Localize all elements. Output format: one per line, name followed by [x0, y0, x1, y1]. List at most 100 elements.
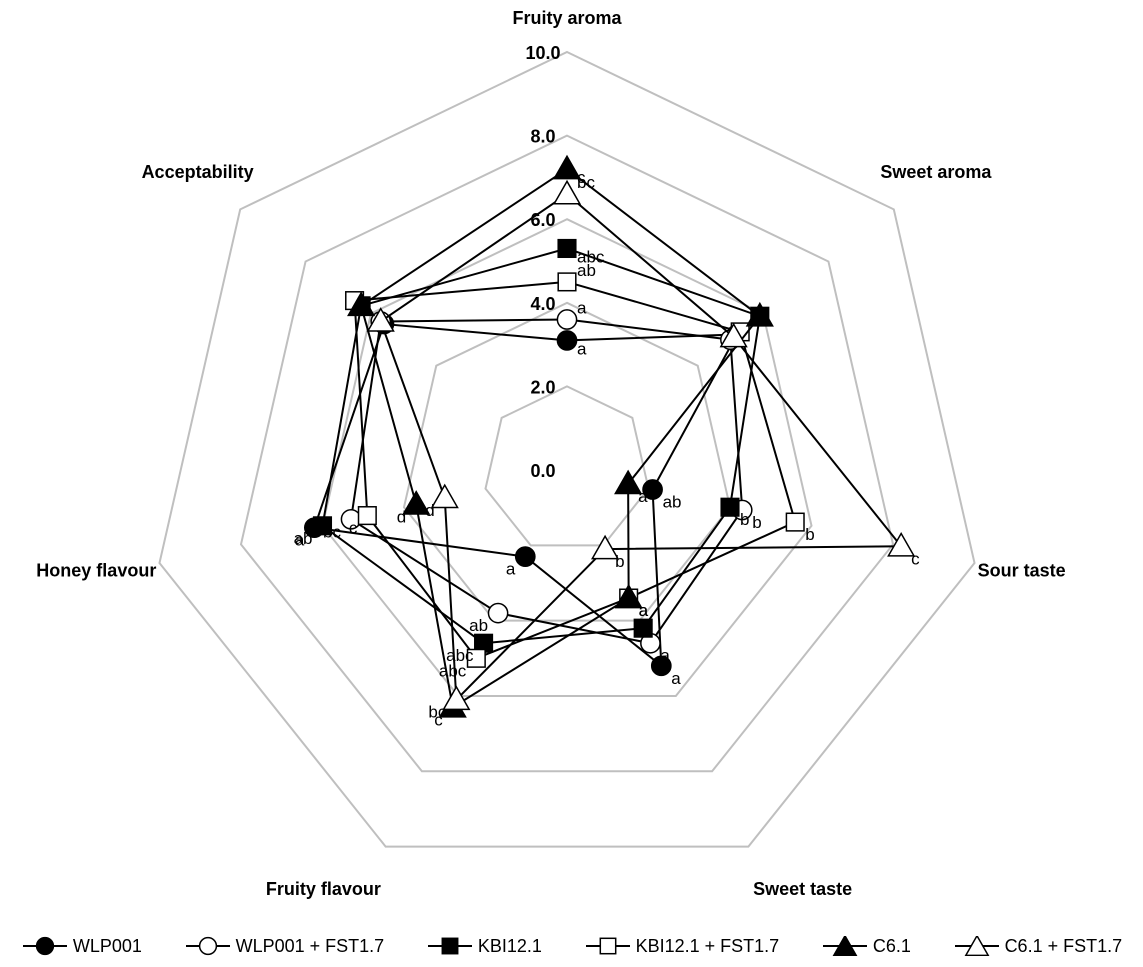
data-point-wlp001-sour-taste: [642, 479, 663, 500]
legend-label: C6.1 + FST1.7: [1004, 935, 1123, 956]
significance-label: a: [638, 487, 648, 506]
legend-label: KBI12.1 + FST1.7: [635, 935, 780, 956]
legend-marker: [832, 936, 858, 956]
axis-label-sweet-taste: Sweet taste: [753, 879, 852, 899]
legend-label: KBI12.1: [477, 935, 542, 956]
legend-item-wlp001-fst1-7: WLP001 + FST1.7: [184, 935, 385, 957]
significance-label: a: [639, 601, 649, 620]
data-point-c6-1-fst1-7-fruity-aroma: [552, 179, 582, 205]
significance-label: b: [615, 552, 624, 571]
legend-marker: [35, 936, 54, 956]
legend-label: C6.1: [872, 935, 911, 956]
data-point-kbi12-1-fst1-7-fruity-flavour: [466, 648, 486, 668]
legend-swatch: [22, 936, 67, 956]
series-line-kbi12-1: [321, 247, 761, 645]
significance-label: c: [911, 549, 920, 568]
significance-label: abc: [577, 247, 605, 266]
data-point-c6-1-sour-taste: [614, 469, 643, 495]
legend-marker: [964, 936, 989, 956]
legend-swatch: [822, 936, 867, 956]
tick-label: 10.0: [525, 43, 560, 63]
data-point-kbi12-1-fruity-aroma: [557, 238, 577, 259]
series-line-c6-1-fst1-7: [379, 192, 904, 703]
data-point-c6-1-fst1-7-sweet-taste: [590, 534, 620, 560]
significance-label: b: [752, 513, 761, 532]
data-point-c6-1-acceptability: [347, 291, 376, 317]
significance-label: bc: [577, 173, 595, 192]
significance-label: a: [671, 669, 681, 688]
data-point-kbi12-1-fst1-7-fruity-aroma: [557, 272, 577, 292]
series-line-wlp001-fst1-7: [349, 318, 744, 645]
data-point-wlp001-sweet-taste: [650, 655, 672, 677]
legend-item-c6-1: C6.1: [821, 936, 911, 957]
tick-label: 2.0: [530, 377, 555, 397]
data-point-wlp001-fruity-flavour: [514, 546, 536, 567]
significance-label: ab: [294, 529, 313, 548]
legend-label: WLP001: [72, 935, 142, 956]
significance-label: d: [425, 501, 434, 520]
data-point-c6-1-sweet-taste: [614, 583, 643, 609]
legend-label: WLP001 + FST1.7: [235, 935, 385, 956]
series-c6-1-fst1-7: [366, 179, 916, 711]
significance-label: bc: [428, 703, 446, 722]
significance-label: bc: [323, 522, 341, 541]
data-point-wlp001-fst1-7-fruity-flavour: [487, 602, 509, 624]
tick-label: 8.0: [530, 127, 555, 147]
tick-label: 0.0: [530, 461, 555, 481]
data-point-c6-1-fst1-7-sweet-aroma: [719, 322, 748, 348]
legend-item-kbi12-1-fst1-7: KBI12.1 + FST1.7: [584, 935, 780, 957]
axis-label-sweet-aroma: Sweet aroma: [880, 162, 992, 182]
grid-ring-10: [158, 50, 976, 848]
significance-label: d: [397, 507, 406, 526]
legend: WLP001 WLP001 + FST1.7 KBI12.1 KBI12.1 + FS…: [0, 928, 1143, 964]
significance-label: a: [506, 560, 516, 579]
legend-item-kbi12-1: KBI12.1: [426, 936, 542, 957]
radar-chart: 0.0 2.0 4.0 6.0 8.0 10.0 Fruity aroma Sweet aro…: [36, 8, 1065, 899]
radar-series: [303, 154, 916, 718]
data-point-c6-1-honey-flavour: [402, 490, 431, 515]
significance-label: c: [577, 168, 586, 187]
legend-item-wlp001: WLP001: [21, 936, 142, 957]
significance-label: c: [434, 710, 443, 729]
axis-label-sour-taste: Sour taste: [978, 561, 1066, 581]
data-point-kbi12-1-sour-taste: [720, 497, 740, 517]
legend-swatch: [585, 937, 630, 955]
significance-label: b: [740, 510, 749, 529]
data-point-kbi12-1-honey-flavour: [312, 516, 333, 536]
significance-label: a: [295, 531, 305, 550]
data-point-wlp001-fruity-aroma: [556, 330, 578, 351]
legend-swatch: [185, 936, 230, 956]
data-point-c6-1-sweet-aroma: [745, 301, 774, 327]
radar-labels: 0.0 2.0 4.0 6.0 8.0 10.0 Fruity aroma Sweet aro…: [36, 8, 1065, 899]
significance-label: abc: [446, 646, 474, 665]
data-point-c6-1-fst1-7-honey-flavour: [430, 483, 459, 509]
data-point-kbi12-1-sweet-taste: [633, 618, 653, 638]
data-point-kbi12-1-fst1-7-sour-taste: [785, 512, 805, 532]
significance-label: a: [577, 339, 587, 358]
grid-ring-6: [321, 218, 813, 697]
data-point-c6-1-fst1-7-fruity-flavour: [442, 685, 471, 711]
axis-label-fruity-aroma: Fruity aroma: [512, 8, 622, 28]
significance-label: b: [805, 525, 814, 544]
significance-label: ab: [469, 616, 488, 635]
data-point-wlp001-fst1-7-fruity-aroma: [556, 309, 578, 330]
data-point-kbi12-1-fst1-7-honey-flavour: [357, 506, 377, 526]
significance-label: ab: [577, 261, 596, 280]
significance-label: abc: [439, 661, 467, 680]
legend-swatch: [427, 937, 472, 955]
series-line-kbi12-1-fst1-7: [353, 280, 797, 660]
grid-ring-2: [484, 385, 650, 547]
legend-marker: [599, 937, 617, 955]
significance-label: c: [349, 519, 358, 538]
significance-label: a: [639, 601, 649, 620]
grid-ring-8: [239, 134, 895, 773]
significance-label: a: [577, 299, 587, 318]
axis-label-honey-flavour: Honey flavour: [36, 561, 156, 581]
legend-marker: [441, 937, 459, 955]
tick-label: 6.0: [530, 210, 555, 230]
legend-marker: [198, 936, 217, 956]
significance-label: ab: [663, 493, 682, 512]
significance-label: a: [660, 646, 670, 665]
legend-item-c6-1-fst1-7: C6.1 + FST1.7: [953, 935, 1123, 957]
axis-label-acceptability: Acceptability: [142, 162, 254, 182]
